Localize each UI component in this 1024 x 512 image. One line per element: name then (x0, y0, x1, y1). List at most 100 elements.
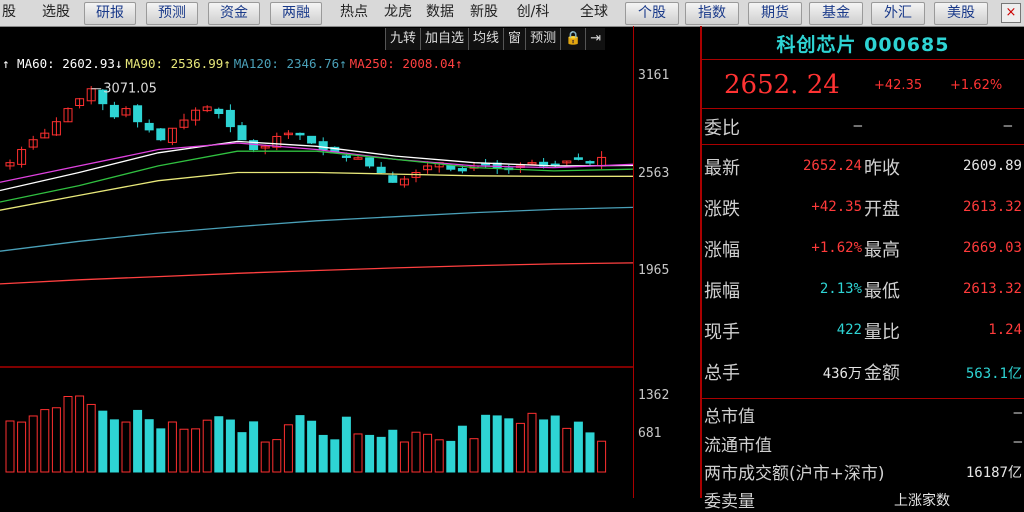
candle-body (202, 106, 212, 112)
toolbar-item-8[interactable]: 数据 (426, 4, 454, 20)
ma-mid-line (0, 150, 633, 203)
quote-label: 最低 (864, 281, 900, 302)
volume-bar (423, 433, 433, 473)
volume-bar (539, 419, 549, 473)
quote-value: 2.13% (819, 281, 862, 297)
volume-bar (341, 416, 351, 473)
kline-svg: 3071.05 (0, 82, 633, 473)
toolbar-item-4[interactable]: 资金 (208, 2, 260, 25)
toolbar-item-3[interactable]: 预测 (146, 2, 198, 25)
divider (702, 398, 1024, 399)
kline-chart[interactable]: 3071.05 (0, 26, 633, 498)
candle-body (121, 108, 131, 116)
chart-tool-4[interactable]: 预测 (525, 28, 561, 50)
toolbar-item-10[interactable]: 创/科 (516, 4, 550, 20)
volume-bar (469, 438, 479, 473)
volume-bar (51, 407, 61, 473)
volume-bar (225, 419, 235, 473)
candle-body (144, 122, 154, 131)
quote-value: 2669.03 (962, 240, 1022, 256)
volume-bar (411, 431, 421, 473)
volume-bar (527, 412, 537, 473)
close-icon[interactable]: × (1001, 3, 1021, 23)
volume-bar (550, 415, 560, 473)
volume-bar (585, 432, 595, 473)
volume-bar (202, 419, 212, 473)
toolbar-item-15[interactable]: 基金 (809, 2, 863, 25)
quote-label: 开盘 (864, 199, 900, 220)
candle-body (156, 128, 166, 141)
toolbar-item-9[interactable]: 新股 (470, 4, 498, 20)
price-change: +42.35 (874, 78, 923, 93)
volume-bar (597, 440, 607, 473)
candle-body (133, 105, 143, 123)
toolbar-item-5[interactable]: 两融 (270, 2, 322, 25)
candle-body (191, 109, 201, 121)
quote-value: 2652.24 (802, 158, 862, 174)
chart-tool-3[interactable]: 窗 (503, 28, 526, 50)
volume-bar (179, 428, 189, 473)
toolbar-item-11[interactable]: 全球 (580, 4, 608, 20)
candle-body (225, 109, 235, 128)
volume-bar (272, 439, 282, 473)
summary-label: 流通市值 (704, 436, 772, 456)
volume-tick: 1362 (638, 388, 670, 403)
volume-bar (457, 425, 467, 473)
volume-bar (283, 424, 293, 473)
ma-legend-item: ↑ MA60: 2602.93↓ (2, 56, 123, 71)
candle-body (214, 108, 224, 114)
volume-bar (481, 414, 491, 473)
divider (702, 59, 1024, 60)
quote-label: 涨跌 (704, 199, 740, 220)
toolbar-item-0[interactable]: 股 (2, 4, 16, 20)
toolbar-item-12[interactable]: 个股 (625, 2, 679, 25)
volume-bar (353, 433, 363, 473)
toolbar-item-6[interactable]: 热点 (340, 4, 368, 20)
candle-body (40, 132, 50, 139)
toolbar-item-7[interactable]: 龙虎 (384, 4, 412, 20)
toolbar-item-2[interactable]: 研报 (84, 2, 136, 25)
volume-bar (399, 441, 409, 473)
quote-value: 2609.89 (962, 158, 1022, 174)
volume-bar (376, 436, 386, 473)
chart-tool-1[interactable]: 加自选 (420, 28, 469, 50)
chart-tool-2[interactable]: 均线 (468, 28, 504, 50)
ma-legend: ↑ MA60: 2602.93↓ MA90: 2536.99↑ MA120: 234… (2, 56, 466, 71)
quote-value: 436万 (822, 366, 862, 382)
ma250-line (0, 262, 633, 285)
chart-tool-6[interactable]: ⇥ (585, 28, 606, 50)
candle-body (75, 98, 85, 106)
volume-bar (121, 421, 131, 473)
ma-legend-item: MA90: 2536.99↑ (125, 56, 231, 71)
volume-bar (167, 421, 177, 473)
toolbar-item-16[interactable]: 外汇 (871, 2, 925, 25)
toolbar-item-1[interactable]: 选股 (42, 4, 70, 20)
toolbar-item-13[interactable]: 指数 (685, 2, 739, 25)
toolbar-item-17[interactable]: 美股 (934, 2, 988, 25)
price-tick: 3161 (638, 68, 670, 83)
volume-bar (28, 415, 38, 473)
candle-body (260, 145, 270, 149)
quote-label: 最新 (704, 158, 740, 179)
candle-body (585, 161, 595, 164)
volume-bar (133, 409, 143, 473)
candle-body (295, 132, 305, 136)
volume-bar (446, 440, 456, 473)
chart-tool-5[interactable]: 🔒 (560, 28, 586, 50)
summary-value: 上涨家数 (894, 493, 950, 509)
quote-value: +42.35 (811, 199, 862, 215)
quote-label: 金额 (864, 363, 900, 384)
volume-bar (318, 434, 328, 473)
candle-body (527, 162, 537, 165)
divider (702, 144, 1024, 145)
candle-body (307, 135, 317, 144)
quote-label: 昨收 (864, 158, 900, 179)
chart-tool-0[interactable]: 九转 (385, 28, 421, 50)
volume-bar (17, 421, 27, 473)
candle-body (423, 165, 433, 171)
volume-bar (5, 420, 15, 473)
weibi-value: – (853, 118, 862, 134)
volume-bar (237, 432, 247, 473)
toolbar-item-14[interactable]: 期货 (748, 2, 802, 25)
ma-legend-item: MA120: 2346.76↑ (233, 56, 347, 71)
